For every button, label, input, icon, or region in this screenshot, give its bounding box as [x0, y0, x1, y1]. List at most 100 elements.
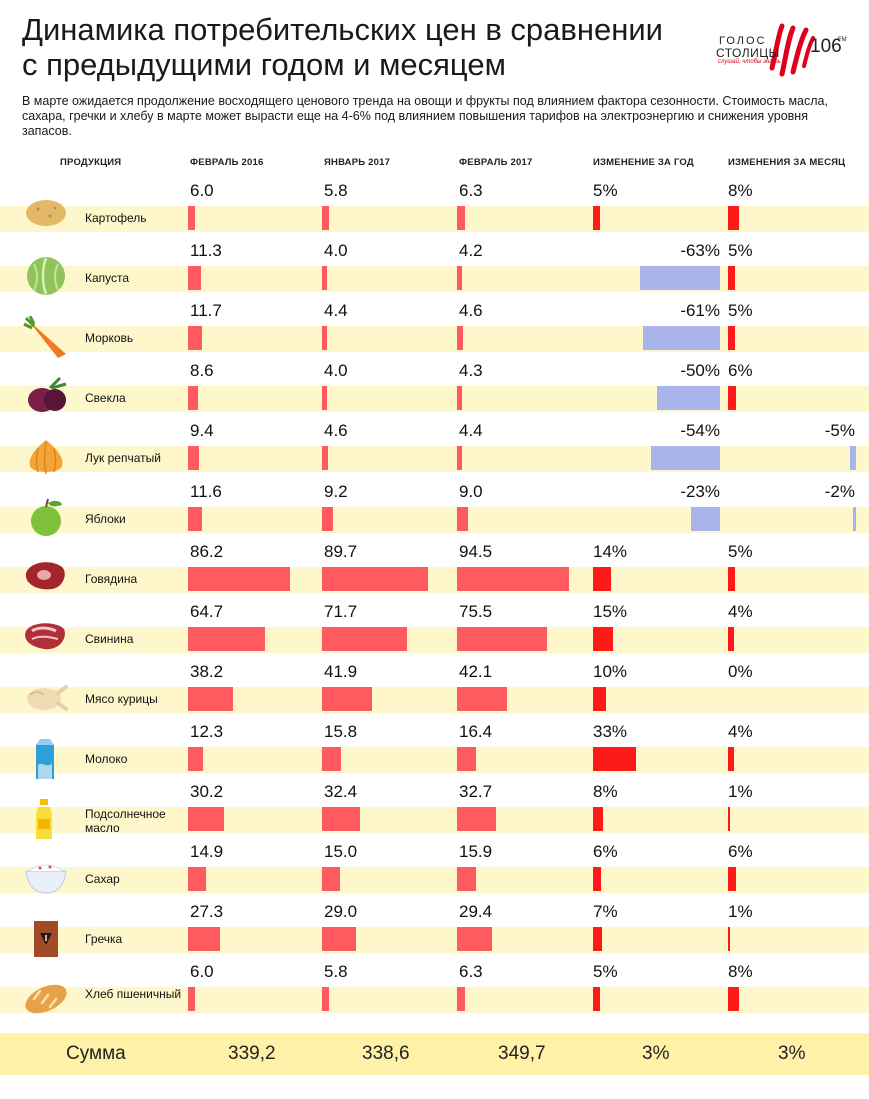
year-change-bar	[642, 326, 720, 351]
year-change-bar	[593, 686, 606, 711]
price-bar-jan2017	[322, 927, 357, 952]
price-bar-feb2016	[188, 266, 202, 291]
carrot-icon	[23, 316, 66, 359]
price-bar-feb2016	[188, 506, 202, 531]
year-change-label: 5%	[593, 181, 618, 200]
price-bar-feb2016	[188, 206, 196, 230]
year-change-label: -54%	[680, 421, 720, 441]
price-bar-jan2017	[322, 566, 429, 591]
year-change-label: -23%	[680, 481, 720, 501]
pork-icon	[25, 622, 65, 649]
beet-icon	[28, 377, 67, 413]
year-change-bar	[656, 386, 720, 411]
price-bar-jan2017	[322, 987, 329, 1012]
price-bar-jan2017	[322, 266, 327, 291]
year-change-label: -63%	[680, 241, 720, 261]
product-name: Свекла	[85, 391, 126, 406]
price-bar-feb2016	[188, 566, 291, 591]
product-name: Сахар	[85, 872, 120, 887]
product-name: Молоко	[85, 751, 128, 766]
year-change-bar	[593, 626, 613, 651]
price-jan2017: 4.6	[324, 421, 348, 441]
price-feb2016: 11.6	[190, 481, 222, 501]
year-change-label: -50%	[680, 361, 720, 381]
price-bar-feb2016	[188, 686, 234, 711]
product-name: Морковь	[85, 331, 134, 346]
header-month-change: ИЗМЕНЕНИЯ ЗА МЕСЯЦ	[728, 157, 846, 168]
price-feb2017: 15.9	[459, 842, 493, 862]
year-change-label: 6%	[593, 842, 618, 862]
price-feb2016: 12.3	[190, 721, 224, 741]
onion-icon	[29, 440, 63, 475]
price-feb2016: 14.9	[190, 842, 224, 862]
price-bar-feb2016	[188, 746, 203, 771]
price-bar-feb2017	[457, 206, 465, 230]
month-change-bar	[850, 446, 856, 471]
price-bar-jan2017	[322, 386, 327, 411]
buckwheat-pack-icon	[34, 921, 58, 958]
header-feb2017: ФЕВРАЛЬ 2017	[459, 157, 533, 168]
total-jan2017: 338,6	[362, 1043, 410, 1064]
total-month-change: 3%	[778, 1043, 806, 1064]
price-feb2017: 4.3	[459, 361, 483, 381]
month-change-label: -5%	[824, 421, 855, 441]
price-jan2017: 29.0	[324, 902, 358, 922]
price-feb2017: 6.3	[459, 181, 483, 200]
price-bar-feb2016	[188, 326, 202, 351]
month-change-label: 4%	[728, 601, 753, 621]
month-change-bar	[728, 386, 737, 411]
row-band	[0, 927, 869, 954]
year-change-label: 5%	[593, 962, 618, 982]
cabbage-icon	[27, 257, 65, 296]
year-change-bar	[593, 566, 612, 591]
price-feb2016: 30.2	[190, 782, 224, 801]
potato-icon	[26, 200, 66, 226]
price-bar-feb2017	[457, 506, 468, 531]
price-bar-feb2016	[188, 626, 265, 651]
total-year-change: 3%	[642, 1043, 670, 1064]
product-name: Мясо курицы	[85, 691, 158, 706]
product-name: Картофель	[85, 211, 147, 225]
month-change-label: -2%	[824, 481, 855, 501]
price-bar-feb2017	[457, 386, 463, 411]
logo-line-1: ГОЛОС	[719, 35, 767, 47]
header-feb2016: ФЕВРАЛЬ 2016	[190, 157, 264, 168]
price-jan2017: 9.2	[324, 481, 348, 501]
price-jan2017: 71.7	[324, 601, 358, 621]
price-bar-jan2017	[322, 867, 340, 892]
bread-icon	[25, 984, 67, 1014]
price-feb2016: 6.0	[190, 181, 214, 200]
month-change-label: 6%	[728, 361, 753, 381]
row-band	[0, 746, 869, 773]
month-change-label: 5%	[728, 301, 753, 321]
price-bar-feb2017	[457, 566, 569, 591]
chicken-icon	[27, 684, 68, 711]
radio-logo: ГОЛОС СТОЛИЦЫ слушай, чтобы знать 106 FM	[716, 22, 856, 78]
row-band	[0, 446, 869, 473]
year-change-label: 14%	[593, 541, 628, 561]
year-change-label: 10%	[593, 661, 628, 681]
product-name: Говядина	[85, 571, 138, 586]
price-feb2017: 4.2	[459, 241, 483, 261]
description-text: В марте ожидается продолжение восходящег…	[22, 94, 828, 138]
month-change-label: 8%	[728, 962, 753, 982]
price-bar-jan2017	[322, 446, 328, 471]
row-band	[0, 626, 869, 653]
year-change-bar	[593, 807, 604, 831]
price-bar-jan2017	[322, 807, 361, 831]
product-name: Хлеб пшеничный	[85, 987, 182, 1002]
beef-icon	[25, 561, 65, 589]
month-change-label: 5%	[728, 241, 753, 261]
price-feb2017: 4.6	[459, 301, 483, 321]
total-row: Сумма 339,2 338,6 349,7 3% 3%	[0, 1033, 869, 1075]
price-bar-feb2017	[457, 807, 496, 831]
month-change-bar	[853, 506, 856, 531]
year-change-label: 8%	[593, 782, 618, 801]
month-change-bar	[728, 626, 734, 651]
title-line-1: Динамика потребительских цен в сравнении	[22, 12, 663, 47]
price-jan2017: 15.8	[324, 721, 358, 741]
row-band	[0, 807, 869, 833]
price-feb2016: 9.4	[190, 421, 214, 441]
year-change-bar	[593, 927, 603, 952]
row-band	[0, 506, 869, 533]
